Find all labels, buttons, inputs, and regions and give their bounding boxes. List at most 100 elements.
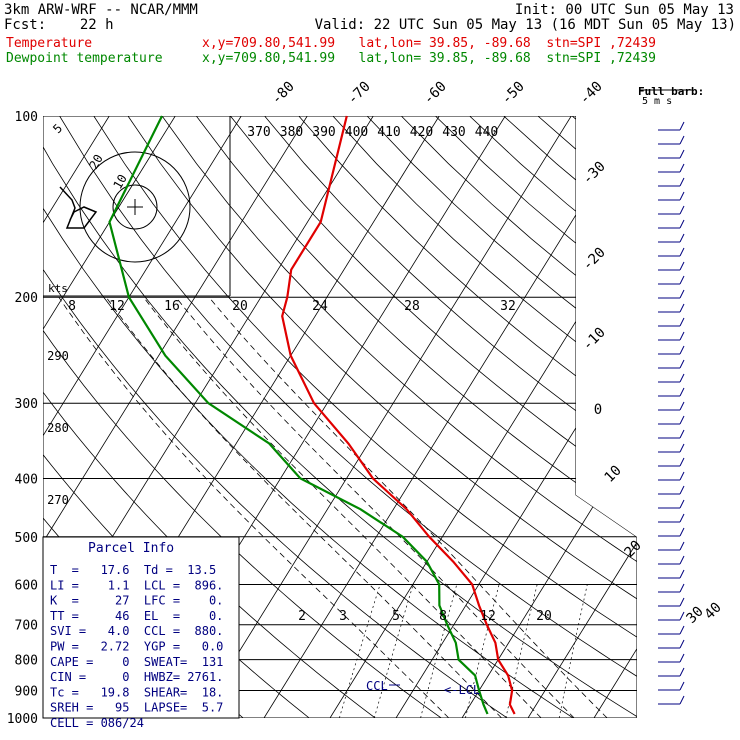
hodograph-ring-label: 10 [110,172,129,192]
theta-e-label: 390 [312,125,335,140]
wind-barb-flag [679,303,685,313]
isotherm-label: -60 [421,79,450,108]
header-line2-left: Fcst: 22 h [4,17,114,33]
wind-barb-flag [679,219,685,229]
moist-adiabat-line [58,296,450,718]
parcel-info-box [42,536,240,719]
dry-adiabat-label: 270 [47,493,69,507]
wind-barb-flag [679,639,685,649]
parcel-info-row: Tc = 19.8 SHEAR= 18. [50,685,223,699]
isotherm-label: -80 [269,79,298,108]
parcel-info-row: CIN = 0 HWBZ= 2761. [50,670,223,684]
isotherm-label: 0 [594,402,602,418]
moist-adiabat-line [143,296,542,718]
wind-barb-flag [679,555,685,565]
dry-adiabat-line [127,116,637,718]
moist-adiabat-line [208,296,608,718]
wind-barb-flag [679,653,685,663]
isotherm-line [263,116,637,718]
mixing-ratio-label: 2 [298,609,306,624]
pressure-tick-label: 100 [15,110,38,125]
parcel-info-row: CAPE = 0 SWEAT= 131 [50,655,223,669]
pressure-tick-label: 300 [15,397,38,412]
wind-barb-flag [679,289,685,299]
dry-adiabat-line [469,116,637,718]
header-line1-left: 3km ARW-WRF -- NCAR/MMM [4,2,198,18]
theta-e-label: 410 [377,125,400,140]
theta-e-label: 440 [475,125,498,140]
wind-barb-flag [679,149,685,159]
wind-barb-flag [679,205,685,215]
wind-barb-flag [679,471,685,481]
wind-barb-flag [679,569,685,579]
wind-barb-flag [679,583,685,593]
hodograph-speed-label: 28 [404,299,420,314]
dry-adiabat-line [43,116,574,718]
parcel-info-row: PW = 2.72 YGP = 0.0 [50,640,223,654]
isotherm-label: -20 [580,245,609,274]
hodograph-speed-label: 12 [109,299,125,314]
hodograph-speed-label: 20 [232,299,248,314]
temperature-curve [281,115,516,715]
dry-adiabat-line [43,116,508,718]
isotherm-line [43,116,308,718]
isotherm-line [593,116,637,718]
wind-barb-flag [679,681,685,691]
isotherm-line [461,116,637,718]
full-barb-units: 5 m s [642,96,672,107]
theta-e-label: 430 [442,125,465,140]
wind-barb-flag [679,527,685,537]
temperature-legend-label: Temperature [6,36,93,51]
isotherm-line [43,116,110,718]
mixing-ratio-label: 20 [536,609,552,624]
dry-adiabat-line [59,116,637,718]
hodograph-units-label: kts [48,282,68,295]
dry-adiabat-line [298,116,637,718]
theta-e-label: 370 [247,125,270,140]
isotherm-line [43,116,242,718]
isotherm-label: -30 [580,159,609,188]
wind-barb-flag [679,163,685,173]
pressure-tick-label: 200 [15,291,38,306]
isotherm-line [660,116,740,718]
mixing-ratio-line [558,584,588,718]
hodograph-speed-label: 24 [312,299,328,314]
full-barb-label: Full barb: [638,85,704,98]
wind-barb-flag [679,121,685,131]
wind-barb-flag [679,261,685,271]
parcel-info-row: SVI = 4.0 CCL = 880. [50,624,223,638]
wind-barb-flag [679,345,685,355]
isotherm-line [527,116,637,718]
dry-adiabat-label: 280 [47,421,69,435]
pressure-tick-label: 900 [15,684,38,699]
dry-adiabat-line [435,116,637,718]
wind-barb-flag [679,331,685,341]
parcel-info-row: SREH = 95 LAPSE= 5.7 [50,701,223,715]
dry-adiabat-line [43,116,442,718]
moist-adiabat-line [175,296,575,718]
wind-barb-flag [679,247,685,257]
isotherm-label: 20 [622,538,645,561]
wind-barb-flag [679,541,685,551]
hodograph-ring [112,184,158,230]
pressure-tick-label: 500 [15,531,38,546]
dry-adiabat-line [93,116,637,718]
dry-adiabat-line [640,116,740,718]
hodograph-speed-label: 32 [500,299,516,314]
isotherm-line [197,116,572,718]
mixing-ratio-line [373,584,414,718]
ccl-label: CCL [366,679,388,693]
mixing-ratio-line [339,584,381,718]
dry-adiabat-label: 290 [47,349,69,363]
wind-barb-flag [679,401,685,411]
mixing-ratio-label: 12 [480,609,496,624]
pressure-tick-label: 400 [15,472,38,487]
temperature-legend-info: x,y=709.80,541.99 lat,lon= 39.85, -89.68… [202,36,656,51]
theta-e-label: 400 [345,125,368,140]
lcl-label: <-LCL [444,683,480,697]
hodograph-ring [79,151,191,263]
pressure-tick-label: 600 [15,578,38,593]
dry-adiabat-line [161,116,637,718]
header-line2-right: Valid: 22 UTC Sun 05 May 13 (16 MDT Sun … [314,17,736,33]
isotherm-label: -40 [577,79,606,108]
